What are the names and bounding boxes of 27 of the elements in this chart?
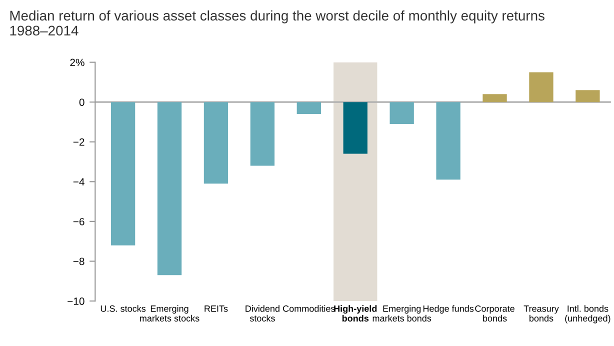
bar	[157, 102, 182, 276]
bar	[482, 94, 507, 102]
bar	[529, 72, 554, 102]
bar	[250, 102, 275, 166]
x-tick-label: Dividend stocks	[246, 305, 280, 322]
y-tick-label: 0	[79, 98, 84, 106]
bar	[576, 90, 600, 102]
y-tick-label: −6	[73, 218, 84, 226]
bar	[110, 102, 136, 246]
y-tick-label: −2	[73, 138, 84, 146]
bar	[436, 102, 460, 180]
y-tick-label: −8	[73, 258, 84, 266]
chart-title: Median return of various asset classes during the worst decile of monthly equity returns 1988–2014	[10, 10, 544, 36]
x-tick-label: Commodities	[283, 305, 335, 312]
x-tick-label: Corporate bonds	[475, 305, 514, 322]
y-tick-label: −10	[68, 298, 84, 305]
bar	[204, 102, 228, 184]
x-tick-label: REITs	[204, 306, 228, 312]
x-tick-label: Intl. bonds (unhedged)	[565, 305, 610, 324]
x-tick-label: U.S. stocks	[100, 305, 146, 312]
y-tick-label: 2%	[70, 58, 84, 66]
x-tick-label: Hedge funds	[423, 305, 474, 314]
y-tick-label: −4	[73, 178, 84, 186]
bar	[390, 102, 414, 124]
bar	[296, 102, 321, 114]
bar	[343, 102, 368, 154]
x-tick-label: Treasury bonds	[524, 306, 559, 322]
